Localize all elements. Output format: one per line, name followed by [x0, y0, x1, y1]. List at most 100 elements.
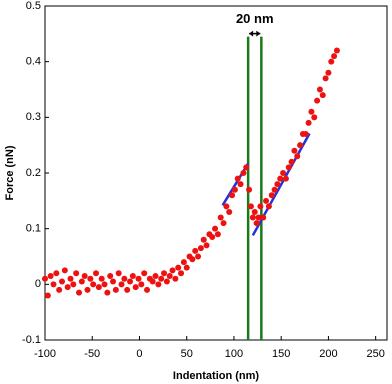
data-point	[93, 270, 100, 277]
data-point	[247, 203, 254, 210]
data-point	[331, 53, 338, 60]
data-point	[141, 270, 148, 277]
data-point	[115, 270, 122, 277]
data-point	[42, 275, 48, 282]
y-tick-label: 0.5	[26, 0, 41, 12]
data-point	[274, 181, 281, 188]
data-point	[280, 170, 287, 176]
x-tick-label: 250	[366, 348, 384, 360]
data-point	[223, 203, 230, 210]
data-point	[197, 245, 204, 252]
annotation: 20 nm	[236, 11, 274, 26]
data-point	[217, 214, 224, 221]
data-point	[144, 286, 151, 293]
arrow-head	[249, 30, 261, 37]
data-point	[127, 278, 134, 285]
data-point	[107, 272, 114, 279]
data-point	[158, 275, 165, 282]
y-tick-label: -0.1	[22, 334, 41, 346]
data-point	[294, 153, 301, 160]
data-point	[308, 108, 315, 115]
data-point	[104, 289, 111, 296]
data-point	[47, 272, 54, 279]
data-point	[243, 164, 250, 171]
data-point	[135, 275, 142, 282]
data-point	[81, 272, 88, 279]
data-point	[44, 292, 51, 299]
data-point	[265, 203, 272, 210]
data-point	[251, 208, 258, 215]
data-point	[132, 284, 139, 291]
data-point	[50, 281, 57, 288]
data-point	[285, 164, 292, 171]
y-tick-label: 0.3	[26, 111, 41, 123]
y-tick-label: 0.1	[26, 223, 41, 235]
data-point	[84, 286, 91, 293]
data-point	[263, 197, 270, 204]
data-point	[260, 214, 267, 221]
x-tick-label: 200	[319, 348, 337, 360]
data-point	[175, 264, 182, 271]
data-point	[163, 278, 170, 285]
reference-line	[221, 162, 250, 206]
data-point	[226, 208, 233, 215]
data-point	[249, 214, 256, 221]
data-point	[214, 231, 221, 238]
data-point	[161, 270, 168, 277]
data-point	[112, 286, 119, 293]
data-point	[246, 186, 253, 193]
data-point	[178, 270, 185, 277]
data-point	[253, 220, 260, 227]
data-point	[322, 75, 329, 82]
data-point	[189, 256, 196, 263]
data-point	[90, 281, 97, 288]
y-tick-label: 0	[35, 278, 41, 290]
data-point	[195, 253, 202, 260]
data-point	[268, 192, 275, 199]
data-point	[316, 86, 323, 93]
data-point	[257, 203, 264, 210]
data-point	[61, 267, 68, 274]
data-point	[64, 284, 71, 291]
data-point	[169, 267, 176, 274]
y-axis-title: Force (nN)	[4, 145, 16, 200]
data-point	[67, 275, 74, 282]
x-tick-label: 100	[225, 348, 243, 360]
data-point	[166, 272, 173, 279]
data-point	[240, 170, 247, 176]
data-point	[333, 47, 340, 54]
y-tick-label: 0.4	[26, 56, 41, 68]
data-point	[271, 186, 278, 193]
data-point	[234, 175, 241, 182]
data-point	[121, 275, 128, 282]
data-point	[155, 281, 162, 288]
data-point	[53, 270, 60, 277]
y-tick-label: 0.2	[26, 167, 41, 179]
x-tick-label: 0	[136, 348, 142, 360]
data-point	[305, 119, 312, 126]
data-point	[319, 92, 326, 99]
data-point	[220, 220, 227, 227]
data-point	[110, 278, 117, 285]
data-point	[200, 236, 207, 243]
x-tick-label: -100	[34, 348, 56, 360]
data-point	[124, 286, 131, 293]
data-point	[231, 186, 238, 193]
data-point	[311, 114, 318, 121]
data-point	[73, 270, 80, 277]
data-point	[183, 264, 190, 271]
data-point	[302, 131, 309, 138]
data-point	[203, 242, 210, 249]
data-point	[78, 278, 85, 285]
data-point	[172, 275, 179, 282]
data-point	[76, 289, 83, 296]
data-point	[229, 192, 236, 199]
data-point	[149, 278, 156, 285]
data-point	[282, 175, 289, 182]
data-point	[138, 281, 145, 288]
data-point	[192, 247, 199, 254]
data-point	[328, 58, 335, 65]
data-point	[288, 158, 295, 165]
data-point	[209, 234, 216, 241]
